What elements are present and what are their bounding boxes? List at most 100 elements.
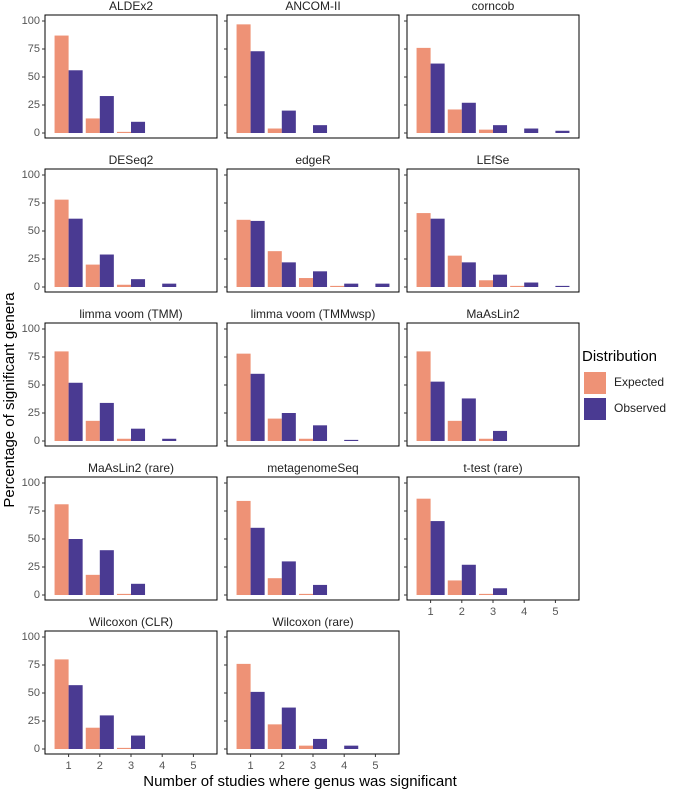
bar — [99, 715, 114, 749]
y-tick-label: 50 — [28, 533, 40, 545]
x-tick-label: 4 — [159, 760, 165, 772]
y-tick-label: 0 — [34, 281, 40, 293]
bar — [68, 382, 83, 441]
bar — [344, 283, 359, 287]
legend-title: Distribution — [582, 348, 657, 365]
bar — [250, 691, 265, 749]
y-tick-label: 0 — [34, 589, 40, 601]
facet-title: edgeR — [295, 153, 331, 167]
bar — [267, 578, 282, 595]
facet-title: corncob — [472, 0, 515, 13]
bar — [447, 109, 462, 133]
legend-label: Expected — [614, 375, 664, 389]
x-tick-label: 3 — [310, 760, 316, 772]
bar — [267, 724, 282, 749]
y-tick-label: 0 — [34, 743, 40, 755]
bar — [298, 593, 313, 595]
bar — [510, 285, 525, 287]
bar — [250, 51, 265, 133]
bar — [236, 353, 251, 441]
bar — [555, 130, 570, 133]
bar — [555, 285, 570, 287]
bar — [416, 213, 431, 287]
y-tick-label: 75 — [28, 43, 40, 55]
x-tick-label: 3 — [128, 760, 134, 772]
bar — [524, 282, 539, 287]
bar — [85, 420, 100, 441]
bar — [313, 125, 328, 133]
facet-title: Wilcoxon (rare) — [272, 615, 353, 629]
bar — [461, 102, 476, 133]
bar — [250, 220, 265, 287]
bar — [524, 128, 539, 133]
facet-title: metagenomeSeq — [267, 461, 358, 475]
bar — [478, 129, 493, 133]
facet-title: ALDEx2 — [109, 0, 153, 13]
bar — [281, 413, 296, 441]
y-tick-label: 75 — [28, 505, 40, 517]
bar — [298, 278, 313, 287]
y-tick-label: 25 — [28, 715, 40, 727]
bar — [85, 264, 100, 287]
x-tick-label: 3 — [490, 606, 496, 618]
bar — [68, 218, 83, 287]
bar — [416, 47, 431, 133]
legend-label: Observed — [614, 401, 666, 415]
bar — [68, 685, 83, 749]
legend-swatch — [584, 372, 606, 394]
bar — [447, 580, 462, 595]
bar — [493, 588, 508, 595]
x-tick-label: 1 — [248, 760, 254, 772]
bar — [116, 438, 131, 441]
bar — [236, 663, 251, 749]
bar — [313, 584, 328, 595]
x-tick-label: 5 — [552, 606, 558, 618]
facet-title: ANCOM-II — [285, 0, 340, 13]
bar — [116, 593, 131, 595]
x-tick-label: 1 — [428, 606, 434, 618]
bar — [313, 425, 328, 441]
bar — [131, 428, 146, 441]
x-tick-label: 2 — [279, 760, 285, 772]
bar — [416, 351, 431, 441]
bar — [236, 500, 251, 595]
bar — [250, 527, 265, 595]
x-tick-label: 4 — [341, 760, 347, 772]
x-tick-label: 4 — [521, 606, 527, 618]
y-tick-label: 50 — [28, 379, 40, 391]
facet-title: limma voom (TMMwsp) — [251, 307, 376, 321]
bar — [131, 583, 146, 595]
bar — [116, 284, 131, 287]
facet-title: Wilcoxon (CLR) — [89, 615, 173, 629]
y-tick-label: 25 — [28, 99, 40, 111]
bar — [478, 280, 493, 287]
bar — [493, 430, 508, 441]
x-tick-label: 5 — [190, 760, 196, 772]
bar — [478, 593, 493, 595]
bar — [493, 274, 508, 287]
x-tick-label: 1 — [66, 760, 72, 772]
x-axis-title: Number of studies where genus was signif… — [143, 773, 457, 790]
legend-swatch — [584, 398, 606, 420]
bar — [298, 745, 313, 749]
bar — [416, 498, 431, 595]
bar — [430, 218, 445, 287]
bar — [250, 373, 265, 441]
y-tick-label: 50 — [28, 71, 40, 83]
bar — [116, 747, 131, 749]
y-tick-label: 100 — [22, 15, 40, 27]
bar — [461, 262, 476, 287]
bar — [461, 564, 476, 595]
bar — [54, 35, 69, 134]
bar — [447, 420, 462, 441]
bar — [478, 438, 493, 441]
bar — [116, 131, 131, 133]
bar — [430, 521, 445, 595]
y-tick-label: 25 — [28, 407, 40, 419]
bar — [267, 251, 282, 287]
bar — [54, 659, 69, 749]
bar — [131, 735, 146, 749]
y-tick-label: 50 — [28, 687, 40, 699]
y-tick-label: 25 — [28, 561, 40, 573]
